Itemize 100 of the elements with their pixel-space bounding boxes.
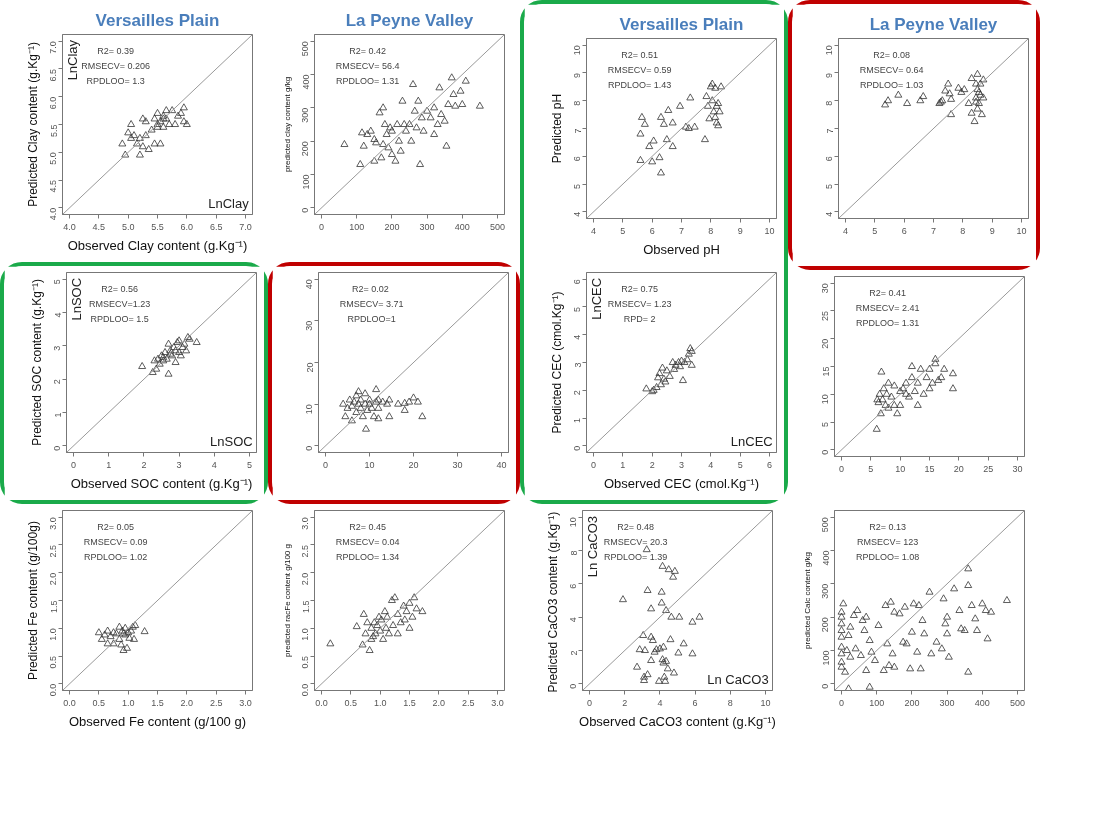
point: [670, 566, 679, 574]
point: [706, 82, 715, 90]
point: [641, 646, 649, 653]
y-tick-label: 2.5: [48, 544, 59, 558]
y-tick-label: 300: [820, 583, 831, 599]
y-axis-title: predicted clay content g/kg: [282, 76, 292, 173]
point: [662, 606, 670, 613]
annotation: LnSOC: [210, 433, 253, 449]
annotation: R2= 0.39: [97, 45, 135, 56]
point: [164, 339, 173, 347]
point: [670, 668, 678, 676]
annotation: RPD= 2: [623, 314, 656, 325]
point: [976, 90, 985, 98]
y-tick-label: 9: [572, 72, 583, 78]
point: [979, 93, 988, 101]
y-tick-label: 200: [300, 141, 311, 157]
point: [970, 117, 979, 124]
y-tick-label: 8: [824, 100, 835, 106]
point: [161, 348, 169, 355]
x-tick-label: 6.5: [209, 221, 223, 232]
point: [660, 119, 668, 127]
y-tick-label: 400: [300, 74, 311, 90]
point: [711, 112, 720, 120]
y-tick-label: 5: [572, 306, 583, 312]
point: [677, 356, 686, 364]
x-tick-label: 8: [960, 225, 966, 236]
annotation: RPDLOO= 1.3: [86, 76, 145, 87]
point: [665, 371, 674, 379]
x-tick-label: 7: [679, 225, 685, 236]
point: [152, 364, 161, 372]
y-tick-label: 1.5: [48, 600, 59, 614]
y-tick-label: 0: [52, 445, 63, 451]
point: [684, 124, 693, 131]
x-tick-label: 20: [408, 459, 419, 470]
point: [180, 339, 189, 347]
point: [683, 355, 692, 363]
annotation: LnClay: [65, 39, 81, 81]
y-tick-label: 1: [52, 412, 63, 418]
point: [675, 612, 684, 620]
point: [657, 380, 665, 388]
annotation: R2= 0.45: [349, 521, 387, 532]
annotation: RPDLOO= 1.03: [860, 80, 924, 91]
x-tick-label: 10: [764, 225, 775, 236]
x-tick-label: 100: [349, 221, 365, 232]
point: [138, 362, 147, 369]
point: [674, 648, 683, 656]
point: [903, 99, 912, 106]
x-tick-label: 0: [591, 459, 597, 470]
point: [695, 612, 704, 620]
annotation: R2= 0.48: [617, 521, 655, 532]
y-tick-label: 30: [304, 320, 315, 331]
x-tick-label: 4: [657, 697, 663, 708]
point: [659, 642, 668, 650]
point: [947, 94, 955, 102]
y-tick-label: 10: [572, 45, 583, 56]
y-axis-title: Predicted pH: [549, 93, 564, 164]
y-tick-label: 5: [572, 184, 583, 190]
y-tick-label: 3.0: [300, 517, 311, 530]
x-tick-label: 30: [1012, 463, 1023, 474]
chart-title: La Peyne Valley: [869, 14, 998, 34]
annotation: RMSECV= 0.206: [81, 61, 151, 71]
y-tick-label: 9: [824, 72, 835, 78]
y-tick-label: 500: [820, 517, 831, 533]
point: [660, 672, 669, 680]
chart-title: Versailles Plain: [95, 10, 220, 30]
chart-title: Versailles Plain: [619, 14, 744, 34]
point: [680, 358, 689, 365]
y-axis-title: Predicted Clay content (g.Kg⁻¹): [25, 42, 40, 207]
point: [712, 101, 721, 109]
point: [655, 153, 664, 161]
annotation: RMSECV= 56.4: [335, 61, 400, 71]
point: [661, 377, 670, 385]
x-tick-label: 5: [620, 225, 626, 236]
annotation: RPDLOO=1: [347, 314, 396, 325]
x-tick-label: 2: [622, 697, 628, 708]
x-tick-label: 2.0: [180, 697, 194, 708]
point: [166, 346, 175, 354]
annotation: R2= 0.02: [352, 283, 389, 294]
point: [664, 106, 673, 113]
point: [916, 96, 925, 104]
point: [679, 376, 687, 383]
point: [662, 656, 670, 664]
x-tick-label: 3: [176, 459, 182, 470]
point: [705, 114, 714, 122]
annotation: R2= 0.75: [621, 283, 659, 294]
x-tick-label: 0: [71, 459, 77, 470]
x-tick-label: 9: [737, 225, 743, 236]
point: [171, 346, 180, 354]
y-tick-label: 0: [572, 445, 583, 451]
annotation: RMSECV= 0.04: [335, 537, 400, 547]
x-axis-title: Observed CEC (cmol.Kg⁻¹): [604, 475, 759, 491]
x-tick-label: 0: [587, 697, 593, 708]
point: [171, 358, 180, 365]
x-tick-label: 15: [924, 463, 935, 474]
x-tick-label: 300: [419, 221, 435, 232]
point: [649, 136, 658, 144]
point: [676, 101, 684, 109]
point: [662, 135, 671, 143]
annotation: RPDLOO= 1.34: [336, 552, 400, 563]
point: [712, 118, 721, 126]
